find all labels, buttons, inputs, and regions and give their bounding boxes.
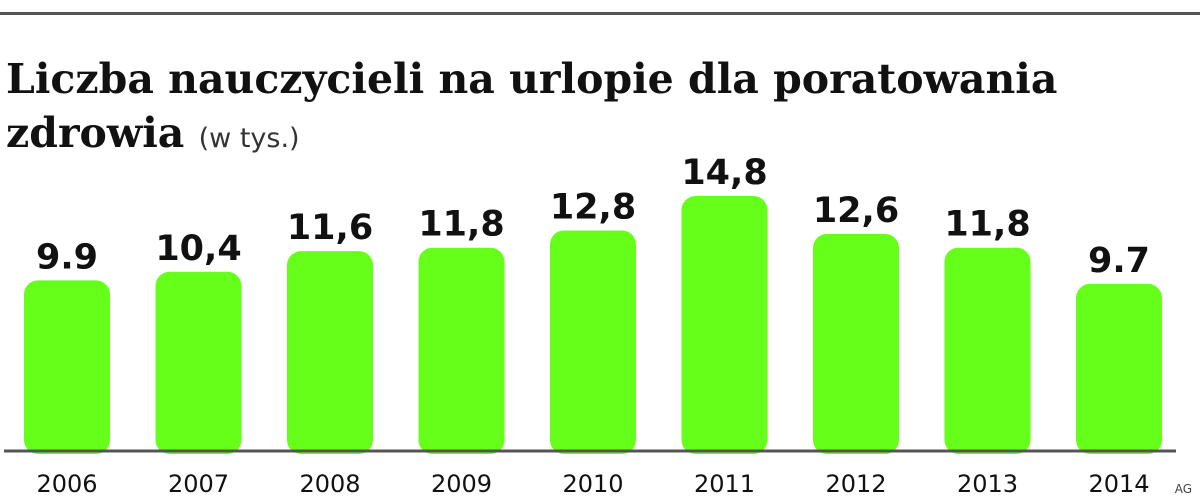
x-tick-2011: 2011 — [694, 470, 755, 498]
bar-2014 — [1076, 283, 1162, 454]
bar-2011 — [681, 196, 768, 454]
bar-2006 — [24, 280, 110, 454]
value-label-2009: 11,8 — [418, 205, 504, 245]
x-tick-2006: 2006 — [36, 470, 97, 498]
value-label-2007: 10,4 — [155, 229, 241, 269]
value-label-2013: 11,8 — [944, 205, 1030, 245]
bar-2013 — [944, 247, 1031, 454]
chart-title: Liczba nauczycieli na urlopie dla porato… — [6, 55, 1058, 157]
x-tick-2012: 2012 — [825, 470, 886, 498]
bars-group — [24, 196, 1162, 454]
bar-2009 — [418, 247, 505, 454]
x-tick-2010: 2010 — [562, 470, 623, 498]
x-tick-2007: 2007 — [168, 470, 229, 498]
bar-2012 — [813, 233, 899, 454]
chart-unit: (w tys.) — [198, 123, 300, 154]
bar-2010 — [550, 230, 636, 454]
value-label-2008: 11,6 — [287, 208, 373, 248]
credit-text: AG — [1174, 482, 1192, 496]
x-tick-2009: 2009 — [431, 470, 492, 498]
top-rule — [0, 12, 1200, 15]
x-tick-2014: 2014 — [1088, 470, 1149, 498]
x-tick-2013: 2013 — [957, 470, 1018, 498]
value-label-2011: 14,8 — [681, 153, 767, 193]
value-label-2010: 12,8 — [550, 187, 636, 227]
value-label-2012: 12,6 — [813, 191, 899, 231]
chart-title-block: Liczba nauczycieli na urlopie dla porato… — [6, 52, 1186, 166]
value-labels: 9.9 10,4 11,6 11,8 12,8 14,8 12,6 11,8 9.7 — [36, 153, 1150, 281]
bar-2007 — [155, 271, 242, 454]
value-label-2014: 9.7 — [1088, 241, 1150, 281]
x-tick-2008: 2008 — [299, 470, 360, 498]
x-axis-ticks: 2006 2007 2008 2009 2010 2011 2012 2013 2014 — [36, 470, 1149, 498]
bar-2008 — [287, 251, 373, 454]
value-label-2006: 9.9 — [36, 237, 98, 277]
